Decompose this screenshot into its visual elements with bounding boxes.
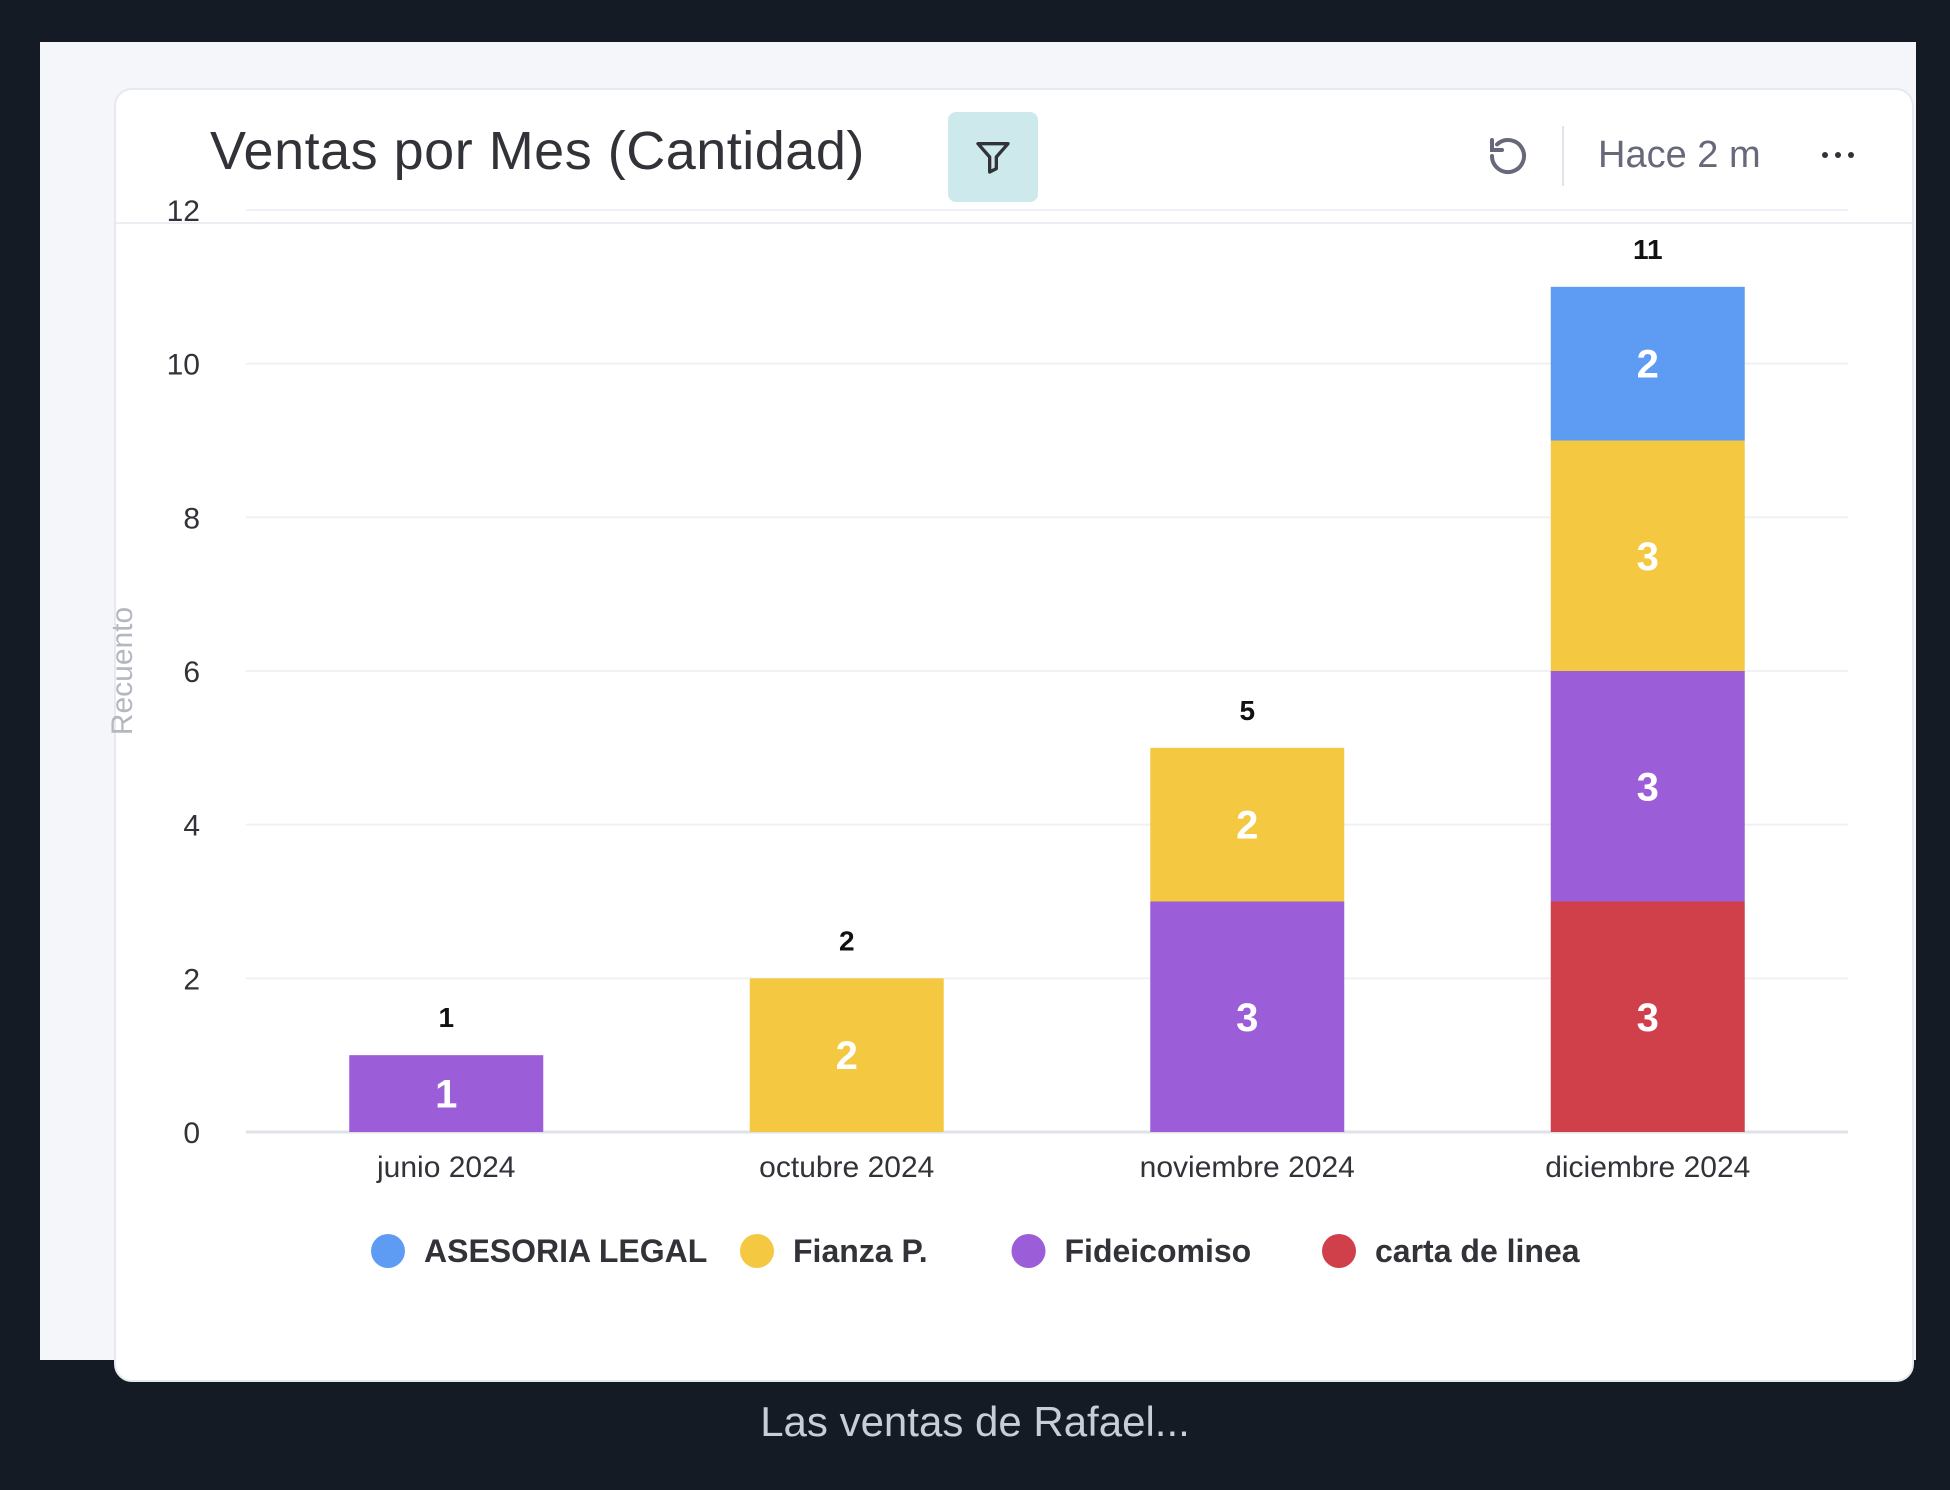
legend-swatch [371,1234,405,1268]
bar-segment [1150,747,1345,902]
widget-header: Ventas por Mes (Cantidad) Hace 2 m [116,90,1912,224]
widget-caption: Las ventas de Rafael... [760,1398,1190,1445]
y-tick-label: 2 [183,963,200,996]
bar-segment-value: 2 [836,1034,858,1078]
legend-swatch [1322,1234,1356,1268]
y-tick-label: 0 [183,1117,200,1150]
bar-total-label: 1 [438,1002,454,1033]
legend-label: carta de linea [1375,1233,1580,1269]
bar-segment [1550,901,1745,1132]
bar-segment-value: 3 [1236,996,1258,1040]
dashboard-frame: Ventas por Mes (Cantidad) Hace 2 m 0 2 4 6 8… [40,42,1916,1382]
legend-swatch [740,1234,774,1268]
y-axis-label: Recuento [106,607,139,735]
bar-segment [749,978,944,1132]
y-tick-label: 8 [183,502,200,535]
filter-button[interactable] [948,112,1038,202]
bar-segment-value: 2 [1637,343,1659,387]
bar-total-label: 5 [1239,695,1255,726]
refresh-button[interactable] [1480,128,1536,184]
y-tick-label: 12 [167,195,200,228]
bar-segment [349,1055,544,1132]
legend-label: Fideicomiso [1065,1233,1252,1269]
bar-segment-value: 2 [1236,804,1258,848]
bar-segment-value: 3 [1637,996,1659,1040]
x-tick-label: junio 2024 [376,1151,515,1184]
x-tick-label: octubre 2024 [759,1151,934,1184]
bar-total-label: 2 [839,925,855,956]
bar-total-label: 11 [1633,234,1663,265]
header-divider [1562,126,1564,186]
bar-segment-value: 3 [1637,535,1659,579]
y-tick-label: 6 [183,656,200,689]
x-tick-label: diciembre 2024 [1545,1151,1750,1184]
widget-title: Ventas por Mes (Cantidad) [210,121,865,181]
bar-segment [1550,440,1745,671]
legend-label: Fianza P. [793,1233,928,1269]
y-tick-label: 10 [167,349,200,382]
bar-segment [1150,901,1345,1132]
x-tick-label: noviembre 2024 [1140,1151,1355,1184]
y-tick-label: 4 [183,810,200,843]
bar-segment-value: 1 [435,1073,457,1117]
more-horizontal-icon [1822,152,1854,158]
legend-swatch [1011,1234,1046,1268]
bar-segment-value: 3 [1637,765,1659,809]
filter-icon [976,142,1010,174]
legend-label: ASESORIA LEGAL [424,1233,707,1269]
last-updated-label: Hace 2 m [1598,134,1761,176]
more-options-button[interactable] [1808,130,1868,180]
bar-segment [1550,286,1745,441]
refresh-icon [1490,138,1526,174]
bar-segment [1550,671,1745,902]
